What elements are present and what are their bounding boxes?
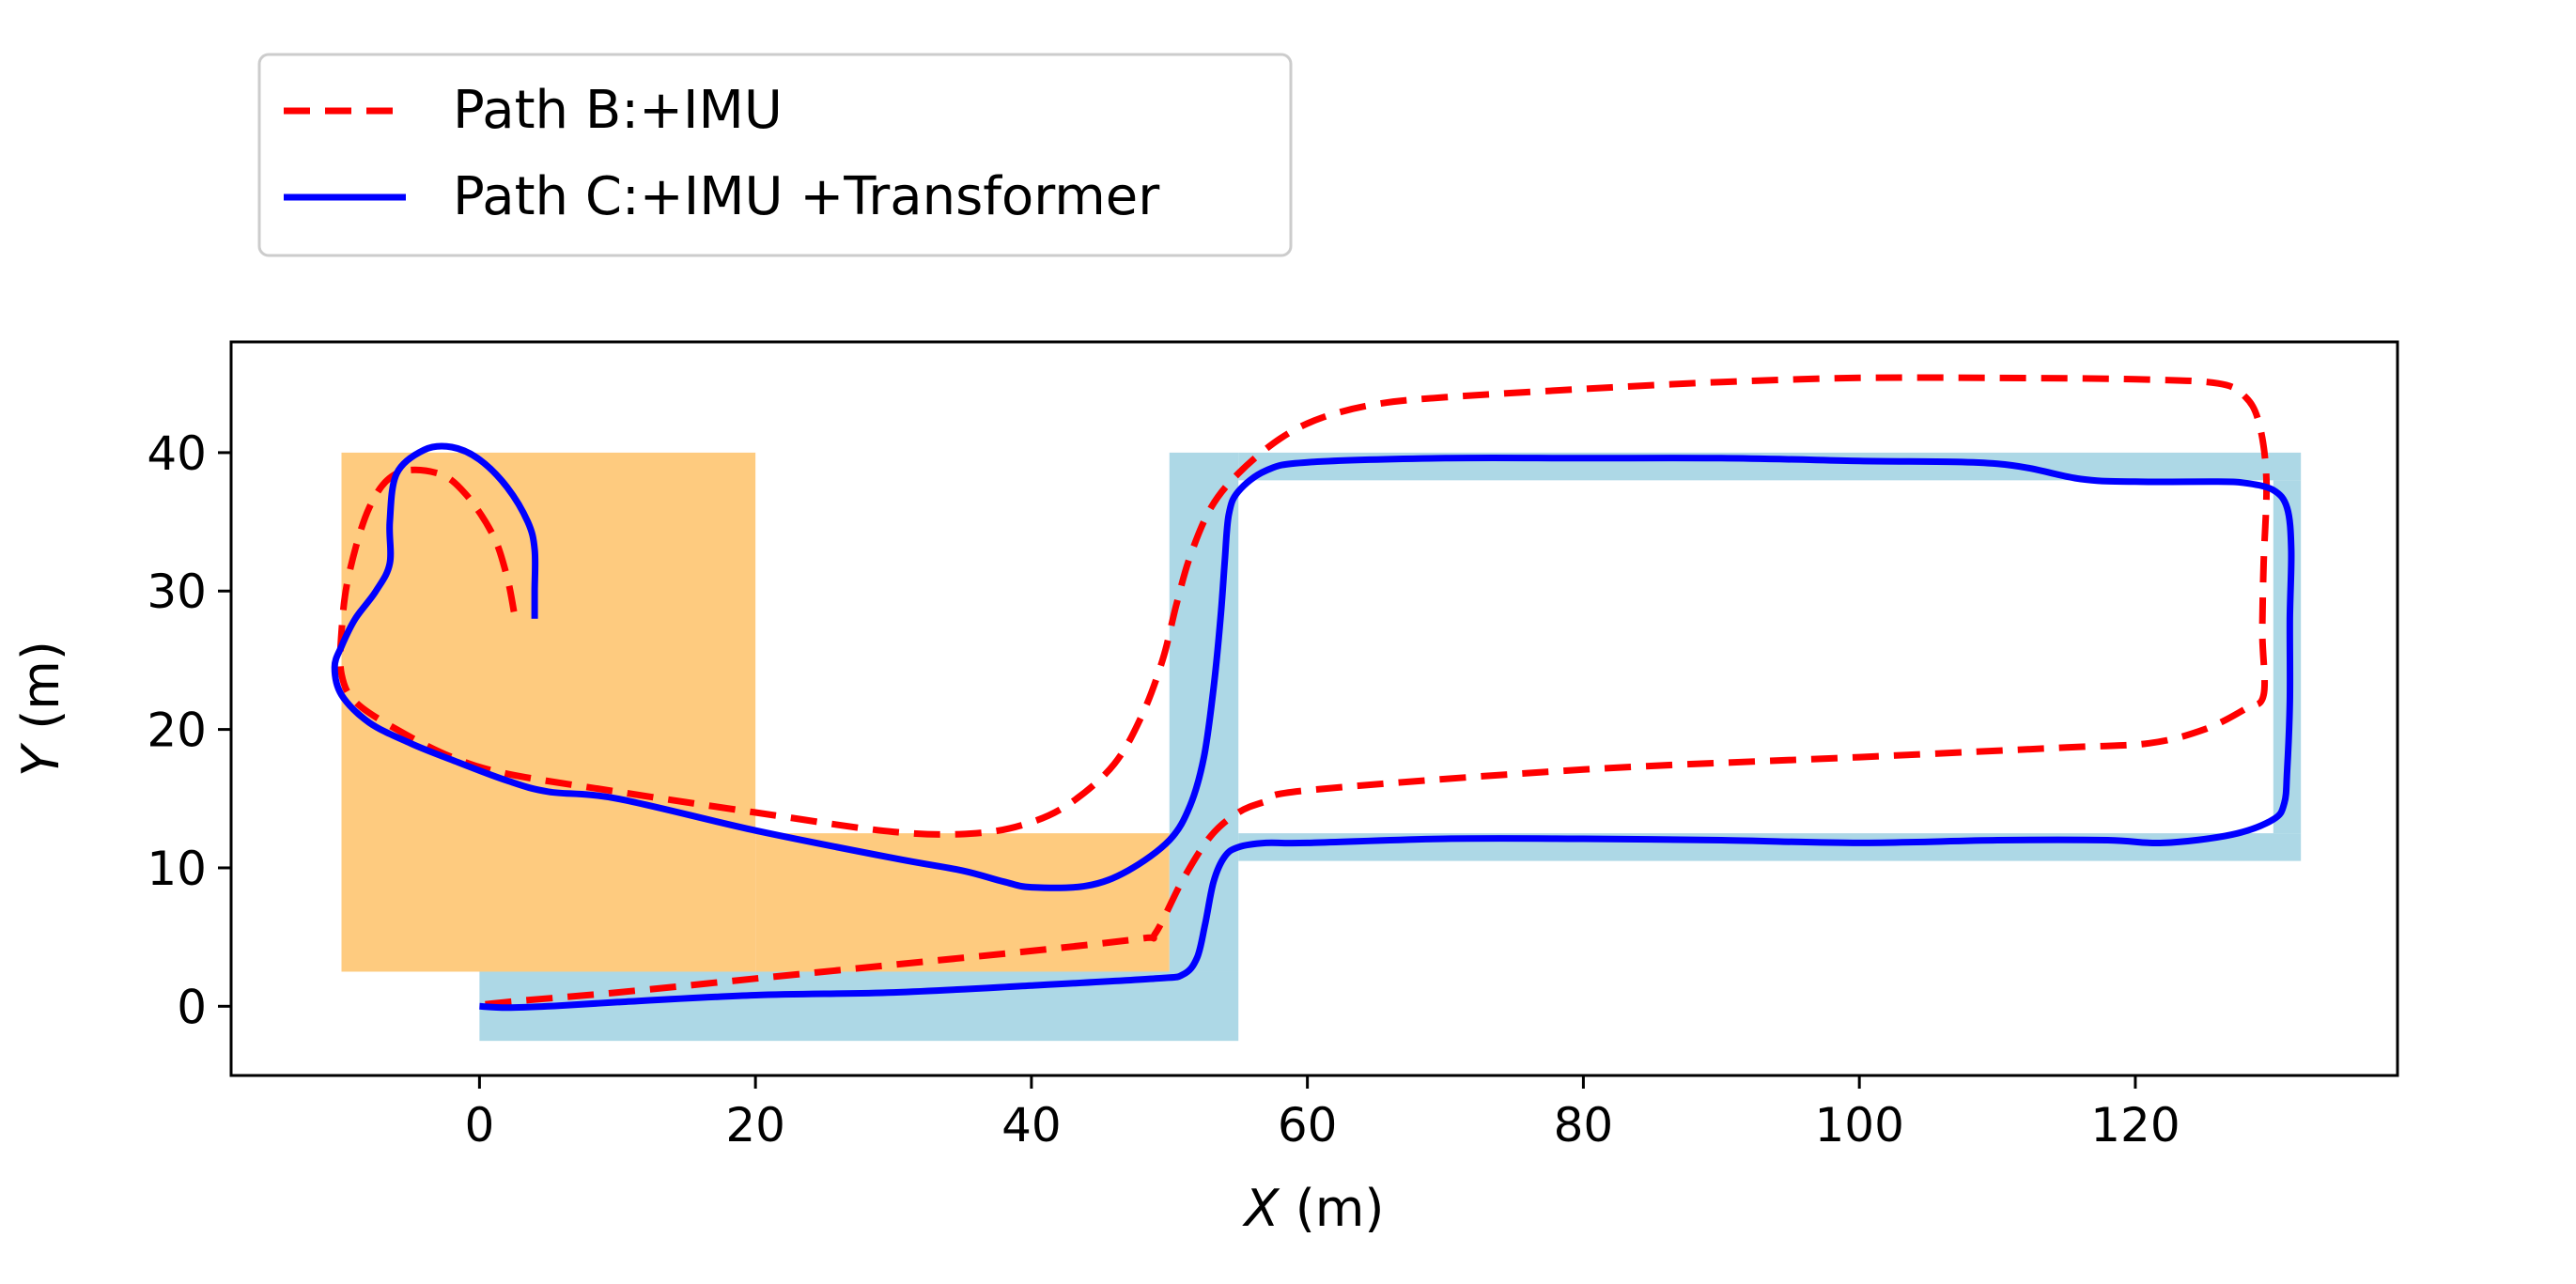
x-axis-label-var: X — [1242, 1179, 1280, 1238]
y-tick-label: 10 — [147, 842, 207, 896]
y-axis-label-unit: (m) — [11, 641, 70, 746]
y-tick-label: 30 — [147, 565, 207, 619]
x-tick-label: 60 — [1278, 1098, 1338, 1153]
region-shading-group — [341, 452, 2302, 1042]
y-axis-label-var: Y — [11, 742, 70, 777]
x-axis-label-unit: (m) — [1280, 1179, 1385, 1238]
x-tick-label: 120 — [2090, 1098, 2180, 1153]
legend-label-path-b: Path B:+IMU — [453, 80, 783, 141]
y-tick-label: 40 — [147, 426, 207, 481]
y-tick-label: 20 — [147, 704, 207, 758]
series-line-path-c — [331, 442, 2295, 1012]
region-rect-1 — [755, 833, 1170, 972]
y-axis-ticks: 0 10 20 30 40 — [147, 426, 231, 1034]
x-tick-label: 20 — [725, 1098, 785, 1153]
x-axis-ticks: 0 20 40 60 80 100 120 — [464, 1075, 2180, 1153]
legend-box — [257, 53, 1293, 257]
series-lines-group — [331, 374, 2295, 1012]
region-rect-0 — [341, 452, 756, 972]
plot-frame — [229, 340, 2399, 1077]
y-tick-label: 0 — [177, 980, 207, 1034]
y-axis-label: Y (m) — [11, 641, 70, 777]
legend: Path B:+IMU Path C:+IMU +Transformer — [257, 53, 1293, 257]
x-axis-label: X (m) — [1242, 1179, 1385, 1238]
x-tick-label: 80 — [1554, 1098, 1614, 1153]
x-tick-label: 0 — [464, 1098, 494, 1153]
legend-label-path-c: Path C:+IMU +Transformer — [453, 166, 1160, 227]
x-tick-label: 100 — [1814, 1098, 1903, 1153]
series-line-path-b — [336, 374, 2271, 1009]
x-tick-label: 40 — [1001, 1098, 1062, 1153]
